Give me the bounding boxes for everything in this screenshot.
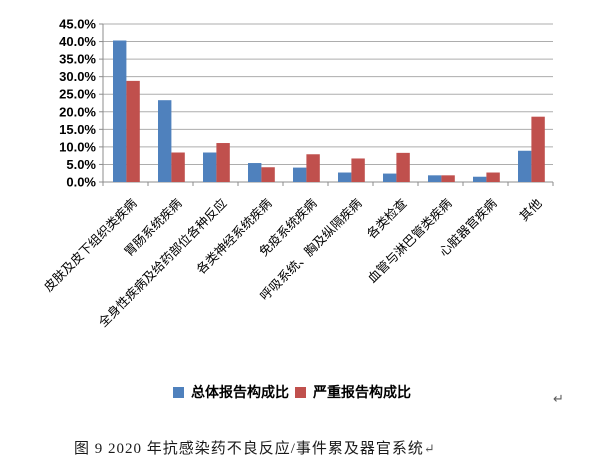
y-tick-label: 35.0% [59,52,96,67]
legend-label: 严重报告构成比 [313,384,411,400]
legend-swatch-icon [295,386,306,398]
figure-caption: 图 9 2020 年抗感染药不良反应/事件累及器官系统↵ [74,437,435,458]
legend-swatch-icon [173,386,184,398]
bar-严重报告构成比-呼吸系统、胸及纵隔疾病 [351,158,365,182]
bar-总体报告构成比-其他 [518,150,532,182]
bar-总体报告构成比-皮肤及皮下组织类疾病 [113,40,127,182]
x-category-label: 各类神经系统疾病 [193,196,274,277]
y-tick-label: 10.0% [59,139,96,154]
y-tick-label: 40.0% [59,34,96,49]
bar-总体报告构成比-各类神经系统疾病 [248,163,262,182]
bar-严重报告构成比-其他 [531,116,545,182]
bar-严重报告构成比-皮肤及皮下组织类疾病 [126,80,140,182]
y-tick-label: 25.0% [59,87,96,102]
y-tick-label: 45.0% [59,17,96,32]
paragraph-mark: ↵ [553,391,564,406]
legend-item-0: 总体报告构成比 [173,382,289,402]
y-tick-label: 30.0% [59,69,96,84]
y-tick-label: 5.0% [66,157,96,172]
x-category-label: 各类检查 [364,195,410,241]
bar-总体报告构成比-心脏器官疾病 [473,176,487,182]
x-category-label: 血管与淋巴管类疾病 [364,196,454,286]
y-tick-label: 20.0% [59,104,96,119]
bar-总体报告构成比-全身性疾病及给药部位各种反应 [203,152,217,182]
y-tick-label: 0.0% [66,175,96,190]
x-category-label: 其他 [517,196,545,224]
bar-严重报告构成比-全身性疾病及给药部位各种反应 [216,143,230,182]
bar-chart-svg: 0.0% 5.0% 10.0% 15.0% 20.0% 25.0% 30.0% 35.0% 40… [41,17,554,330]
caption-return-mark: ↵ [423,441,435,456]
y-tick-label: 15.0% [59,122,96,137]
bar-严重报告构成比-各类神经系统疾病 [261,167,275,182]
bar-严重报告构成比-各类检查 [396,152,410,182]
bar-总体报告构成比-各类检查 [383,173,397,182]
chart-legend: 总体报告构成比 严重报告构成比 [0,382,584,402]
bar-总体报告构成比-免疫系统疾病 [293,167,307,182]
legend-label: 总体报告构成比 [191,384,289,400]
bar-严重报告构成比-心脏器官疾病 [486,172,500,182]
bar-严重报告构成比-胃肠系统疾病 [171,152,185,182]
bar-严重报告构成比-血管与淋巴管类疾病 [441,175,455,182]
bar-总体报告构成比-血管与淋巴管类疾病 [428,175,442,182]
bar-严重报告构成比-免疫系统疾病 [306,154,320,182]
bar-总体报告构成比-胃肠系统疾病 [158,100,172,182]
figure-caption-text: 图 9 2020 年抗感染药不良反应/事件累及器官系统 [74,441,424,457]
bar-总体报告构成比-呼吸系统、胸及纵隔疾病 [338,172,352,182]
legend-item-1: 严重报告构成比 [295,382,411,402]
